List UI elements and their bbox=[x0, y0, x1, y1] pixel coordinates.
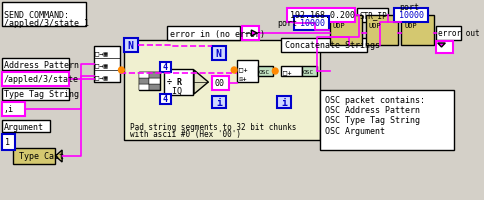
FancyBboxPatch shape bbox=[320, 91, 454, 150]
Text: 10000: 10000 bbox=[300, 19, 325, 28]
FancyBboxPatch shape bbox=[237, 61, 258, 83]
Bar bbox=[393, 9, 428, 23]
FancyBboxPatch shape bbox=[281, 39, 367, 53]
Text: N: N bbox=[215, 49, 221, 59]
Text: OSC packet contains:: OSC packet contains: bbox=[325, 96, 425, 105]
Text: Type Tag String: Type Tag String bbox=[4, 90, 79, 99]
Bar bbox=[149, 85, 160, 91]
FancyBboxPatch shape bbox=[357, 9, 388, 23]
Text: /appled/3/state 1: /appled/3/state 1 bbox=[4, 19, 89, 28]
FancyBboxPatch shape bbox=[258, 67, 273, 77]
Text: UDP: UDP bbox=[333, 23, 345, 29]
Circle shape bbox=[272, 69, 278, 75]
FancyBboxPatch shape bbox=[401, 16, 434, 46]
Polygon shape bbox=[438, 44, 445, 48]
Text: port: port bbox=[277, 18, 297, 27]
Bar bbox=[149, 73, 160, 79]
Text: □+: □+ bbox=[283, 69, 291, 75]
FancyBboxPatch shape bbox=[366, 16, 398, 46]
Text: 00: 00 bbox=[214, 79, 224, 88]
Text: Concatenate Strings: Concatenate Strings bbox=[285, 41, 380, 50]
FancyBboxPatch shape bbox=[93, 47, 121, 83]
Polygon shape bbox=[251, 31, 257, 37]
Bar bbox=[287, 9, 355, 23]
FancyBboxPatch shape bbox=[330, 16, 362, 46]
Text: Argument: Argument bbox=[4, 122, 44, 131]
Text: with ascii #0 (Hex '00'): with ascii #0 (Hex '00') bbox=[130, 130, 241, 139]
Text: Type Cast: Type Cast bbox=[19, 152, 64, 161]
Text: /appled/3/state: /appled/3/state bbox=[4, 75, 79, 84]
Text: Address Pattern: Address Pattern bbox=[4, 60, 79, 69]
FancyBboxPatch shape bbox=[167, 27, 240, 41]
Polygon shape bbox=[194, 71, 208, 95]
Text: OSC Type Tag String: OSC Type Tag String bbox=[325, 116, 420, 125]
Bar bbox=[212, 77, 229, 91]
Text: IQ: IQ bbox=[167, 86, 182, 95]
Text: OSC: OSC bbox=[303, 69, 314, 74]
Text: UDP: UDP bbox=[404, 23, 417, 29]
Text: i: i bbox=[216, 98, 222, 107]
Bar bbox=[160, 95, 171, 104]
Bar bbox=[149, 79, 160, 85]
Bar bbox=[2, 73, 69, 87]
Text: ☒+: ☒+ bbox=[239, 76, 247, 82]
FancyBboxPatch shape bbox=[2, 89, 69, 100]
Text: □→▦: □→▦ bbox=[94, 50, 107, 56]
Bar bbox=[2, 134, 15, 150]
FancyBboxPatch shape bbox=[302, 67, 318, 77]
Text: 10000: 10000 bbox=[399, 11, 424, 20]
Bar bbox=[124, 39, 137, 53]
Bar bbox=[436, 42, 453, 54]
Circle shape bbox=[119, 68, 124, 74]
Text: 1: 1 bbox=[5, 138, 10, 147]
Text: i: i bbox=[281, 98, 287, 107]
Text: SEND COMMAND:: SEND COMMAND: bbox=[4, 10, 69, 19]
Bar bbox=[138, 85, 149, 91]
Bar bbox=[294, 17, 329, 31]
Text: Pad string segments to 32 bit chunks: Pad string segments to 32 bit chunks bbox=[130, 122, 297, 131]
FancyBboxPatch shape bbox=[2, 3, 86, 27]
FancyBboxPatch shape bbox=[124, 41, 320, 140]
FancyBboxPatch shape bbox=[2, 59, 69, 71]
FancyBboxPatch shape bbox=[436, 27, 461, 41]
Text: 4: 4 bbox=[163, 95, 167, 104]
Circle shape bbox=[231, 68, 237, 74]
Bar bbox=[138, 73, 149, 79]
Text: error out: error out bbox=[438, 29, 479, 38]
Bar bbox=[160, 63, 171, 73]
Text: 192.168.0.200: 192.168.0.200 bbox=[289, 11, 355, 20]
Text: OSC Address Pattern: OSC Address Pattern bbox=[325, 106, 420, 115]
Text: □→▦: □→▦ bbox=[94, 62, 107, 68]
Text: □→▦: □→▦ bbox=[94, 74, 107, 80]
Text: STR_IP: STR_IP bbox=[359, 11, 387, 20]
Text: port: port bbox=[399, 2, 420, 11]
FancyBboxPatch shape bbox=[138, 73, 160, 91]
Text: UDP: UDP bbox=[369, 23, 381, 29]
Text: OSC Argument: OSC Argument bbox=[325, 126, 385, 135]
Text: ÷ R: ÷ R bbox=[167, 78, 182, 87]
FancyBboxPatch shape bbox=[165, 70, 193, 96]
FancyBboxPatch shape bbox=[14, 148, 56, 164]
Bar bbox=[242, 27, 259, 41]
Polygon shape bbox=[56, 150, 62, 162]
FancyBboxPatch shape bbox=[281, 67, 302, 77]
Bar bbox=[2, 102, 25, 116]
FancyBboxPatch shape bbox=[2, 120, 50, 132]
Text: N: N bbox=[127, 41, 133, 51]
Bar bbox=[138, 79, 149, 85]
Text: OSC: OSC bbox=[259, 69, 270, 74]
Bar bbox=[212, 47, 226, 61]
Bar bbox=[277, 97, 290, 108]
Text: 4: 4 bbox=[163, 63, 167, 72]
Text: □+: □+ bbox=[239, 66, 247, 72]
Bar bbox=[212, 97, 226, 108]
Text: ,i: ,i bbox=[4, 105, 14, 114]
Text: error in (no error): error in (no error) bbox=[170, 29, 265, 38]
